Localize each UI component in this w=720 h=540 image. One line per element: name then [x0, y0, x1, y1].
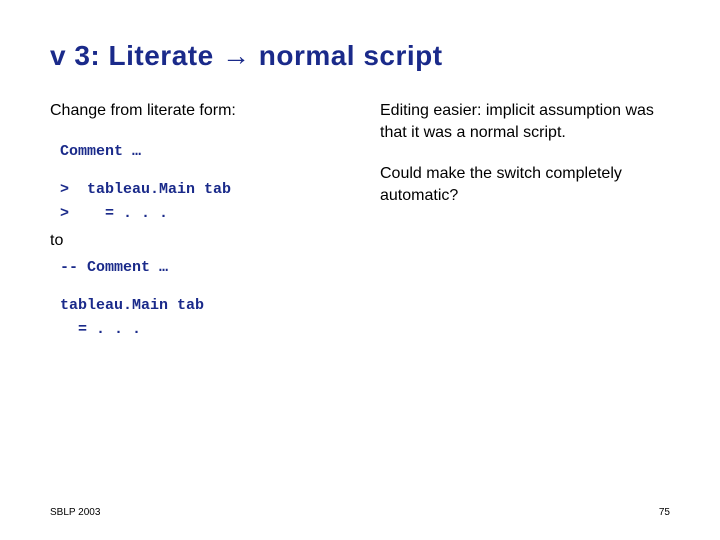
left-column: Change from literate form: Comment … > t…	[50, 100, 350, 342]
right-column: Editing easier: implicit assumption was …	[380, 100, 670, 342]
to-label: to	[50, 232, 350, 250]
literate-code-block: Comment … > tableau.Main tab > = . . .	[60, 140, 350, 226]
code-line: tableau.Main tab	[60, 294, 350, 318]
slide: v 3: Literate → normal script Change fro…	[0, 0, 720, 540]
footer-page-number: 75	[659, 507, 670, 518]
normal-code-block: -- Comment … tableau.Main tab = . . .	[60, 256, 350, 342]
code-line: > tableau.Main tab	[60, 178, 350, 202]
left-intro: Change from literate form:	[50, 100, 350, 122]
footer-left: SBLP 2003	[50, 507, 100, 518]
right-p1: Editing easier: implicit assumption was …	[380, 100, 670, 143]
code-line: Comment …	[60, 140, 350, 164]
code-line: = . . .	[60, 318, 350, 342]
slide-title: v 3: Literate → normal script	[50, 40, 670, 72]
two-column-layout: Change from literate form: Comment … > t…	[50, 100, 670, 342]
code-line: > = . . .	[60, 202, 350, 226]
code-line: -- Comment …	[60, 256, 350, 280]
right-p2: Could make the switch completely automat…	[380, 163, 670, 206]
slide-footer: SBLP 2003 75	[50, 507, 670, 518]
